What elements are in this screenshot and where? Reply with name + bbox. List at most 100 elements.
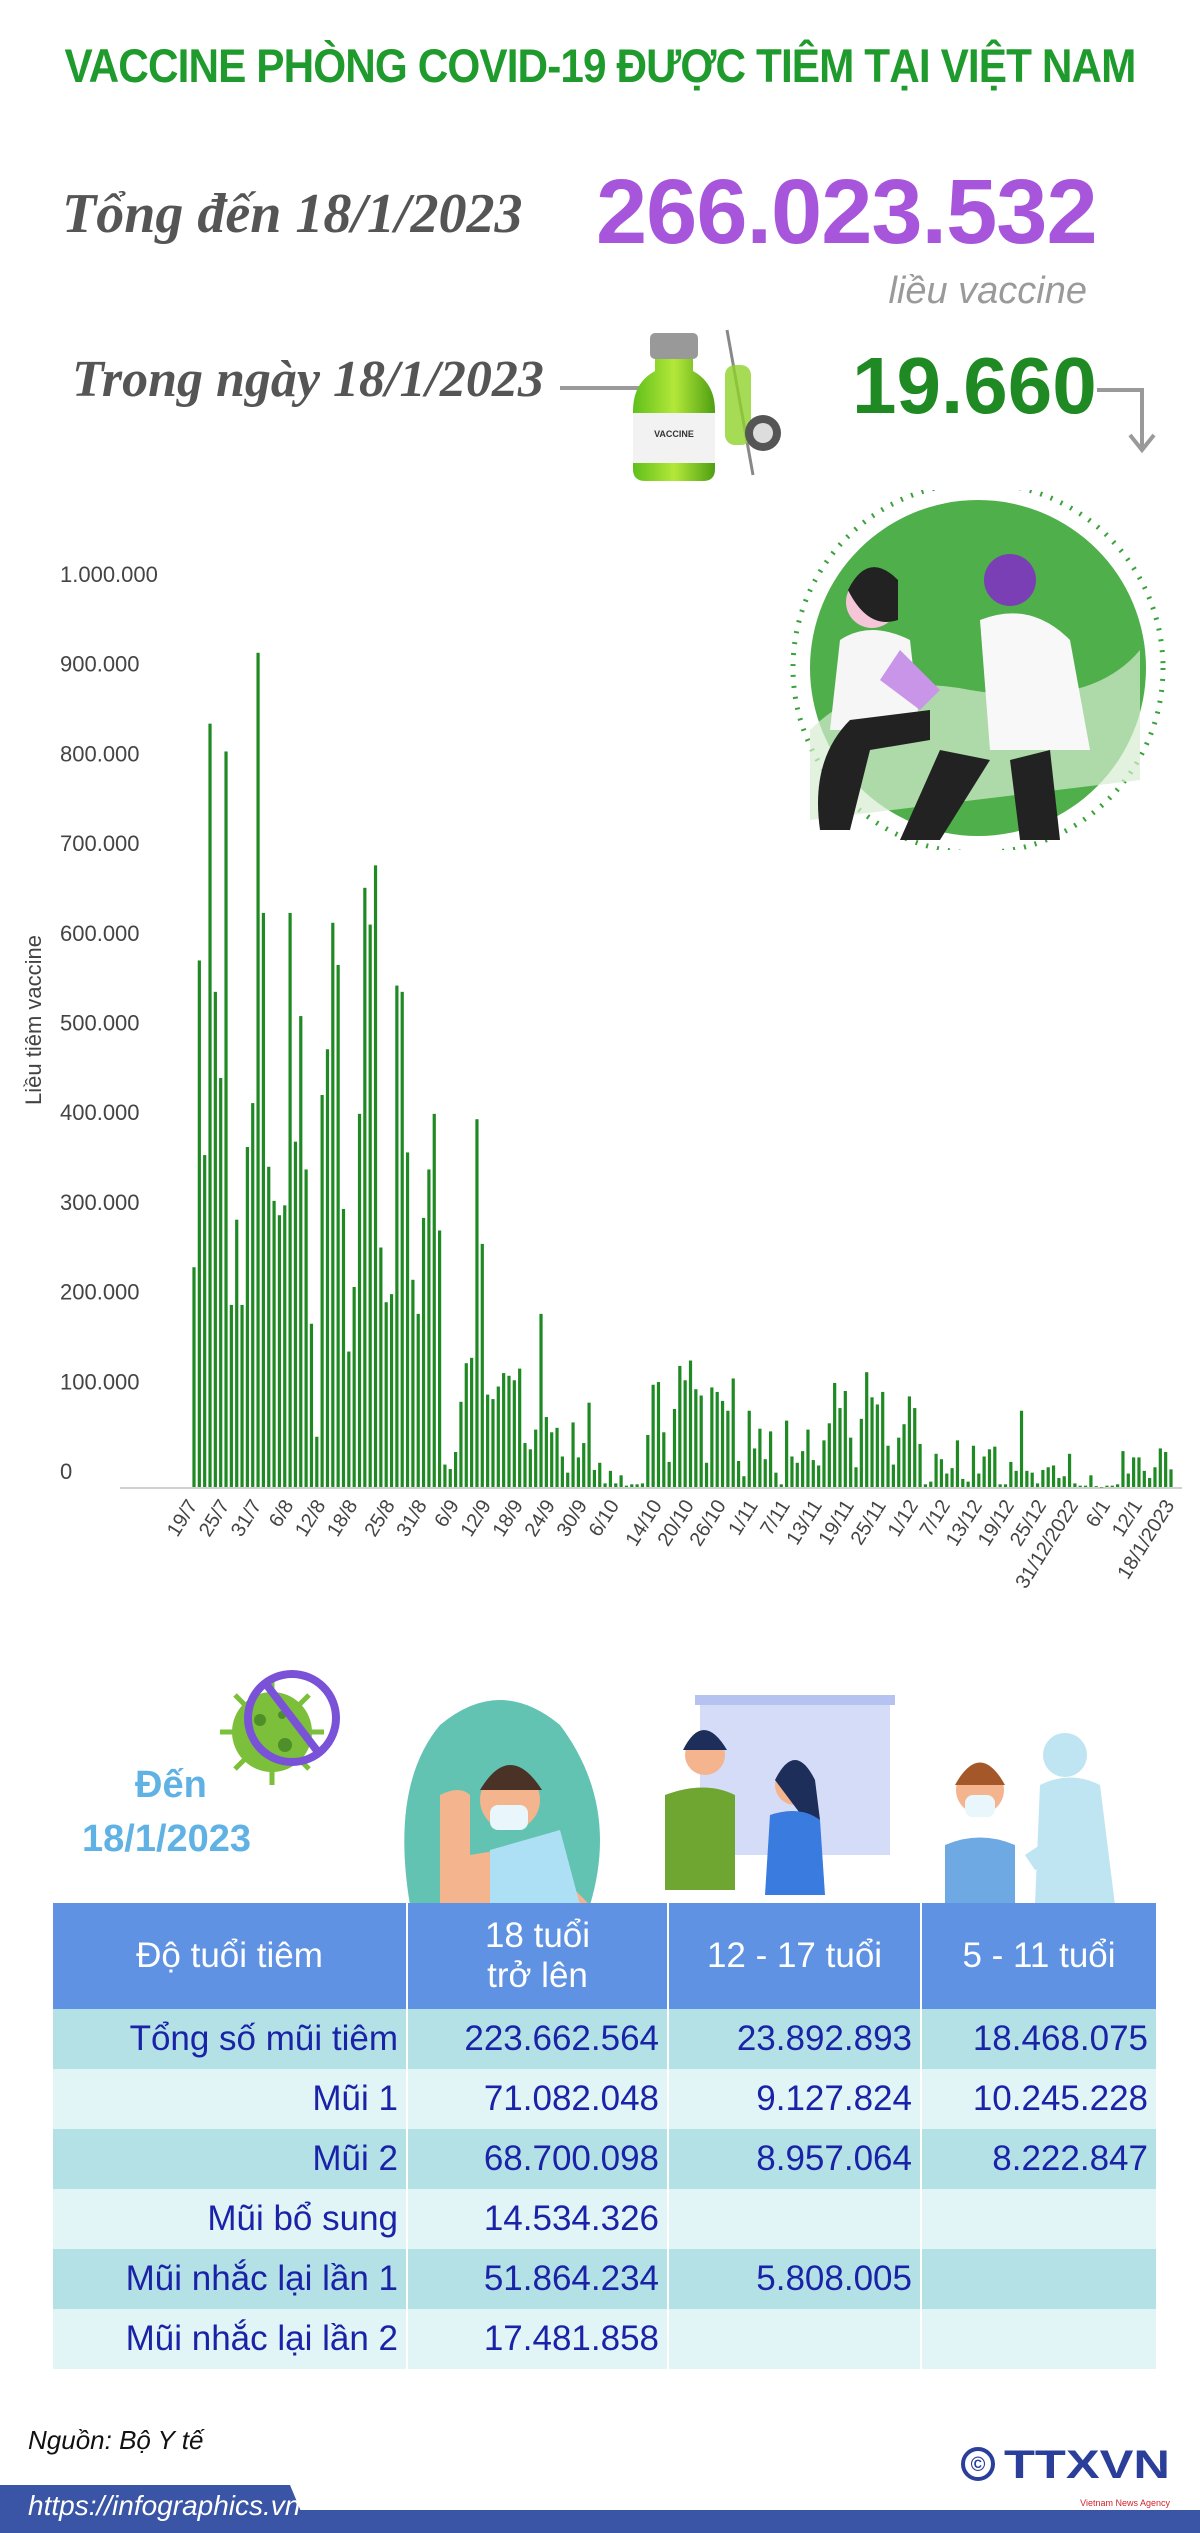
cell-value: 10.245.228 <box>921 2069 1156 2129</box>
bar <box>523 1443 527 1487</box>
bar <box>416 1313 420 1487</box>
cell-value <box>921 2309 1156 2369</box>
bar <box>261 912 266 1487</box>
y-tick-label: 700.000 <box>60 831 140 856</box>
cell-value: 223.662.564 <box>407 2009 669 2069</box>
bar <box>1057 1478 1061 1487</box>
bar <box>785 1420 789 1487</box>
website-link[interactable]: https://infographics.vn <box>28 2490 301 2521</box>
bar <box>224 751 228 1487</box>
bar <box>325 1049 330 1487</box>
copyright-symbol: © <box>971 2454 986 2476</box>
y-tick-label: 900.000 <box>60 652 140 677</box>
x-tick-label: 18/8 <box>323 1496 362 1541</box>
bar <box>801 1451 805 1487</box>
child-vaccinated-illustration <box>945 1733 1115 1905</box>
bar <box>790 1456 794 1487</box>
row-label: Mũi nhắc lại lần 2 <box>53 2309 408 2369</box>
bar <box>1025 1470 1029 1487</box>
bar <box>619 1475 623 1487</box>
logo-text: TTXVN <box>1004 2443 1170 2487</box>
cell-value: 71.082.048 <box>407 2069 669 2129</box>
bar <box>437 1230 442 1487</box>
vaccination-illustration <box>790 490 1166 850</box>
bar <box>1009 1461 1013 1487</box>
total-unit-label: liều vaccine <box>888 270 1087 312</box>
y-tick-label: 1.000.000 <box>60 562 158 587</box>
header-5-11: 5 - 11 tuổi <box>921 1903 1156 2009</box>
bar <box>582 1443 586 1487</box>
bar <box>1030 1472 1034 1487</box>
bar <box>427 1169 431 1487</box>
page-title: VACCINE PHÒNG COVID-19 ĐƯỢC TIÊM TẠI VIỆ… <box>64 39 1136 92</box>
bar <box>993 1446 997 1487</box>
bar <box>1067 1453 1072 1487</box>
bar <box>646 1434 650 1487</box>
bar <box>539 1313 543 1487</box>
bar <box>875 1404 879 1487</box>
bar <box>1158 1448 1162 1487</box>
bar <box>854 1467 858 1487</box>
bar <box>688 1360 693 1487</box>
x-tick-label: 19/7 <box>163 1496 202 1541</box>
cell-value <box>921 2189 1156 2249</box>
header-18-line1: 18 tuổi <box>484 1916 591 1955</box>
bar <box>955 1440 960 1487</box>
y-tick-label: 400.000 <box>60 1100 140 1125</box>
header-18-line2: trở lên <box>487 1956 588 1995</box>
bar <box>1148 1478 1152 1487</box>
table-header-row: Độ tuổi tiêm 18 tuổi trở lên 12 - 17 tuổi… <box>53 1903 1156 2009</box>
cell-value: 8.222.847 <box>921 2129 1156 2189</box>
cell-value: 9.127.824 <box>668 2069 922 2129</box>
bar <box>1105 1485 1109 1487</box>
bar <box>309 1323 314 1487</box>
bar <box>1019 1410 1024 1487</box>
bar <box>774 1472 778 1487</box>
cell-value: 5.808.005 <box>668 2249 922 2309</box>
bar <box>977 1473 981 1487</box>
cell-value <box>921 2249 1156 2309</box>
bar <box>742 1476 746 1487</box>
bar <box>726 1410 730 1487</box>
bar <box>1035 1483 1040 1487</box>
bar <box>838 1408 842 1487</box>
bar <box>966 1481 970 1487</box>
bar <box>939 1459 944 1487</box>
bar <box>293 1141 298 1487</box>
y-tick-label: 100.000 <box>60 1369 140 1394</box>
bar <box>1126 1473 1130 1487</box>
bar <box>352 1286 356 1487</box>
bar <box>363 887 367 1487</box>
bar <box>982 1456 986 1487</box>
bar <box>603 1483 607 1487</box>
daily-vaccination-bar-chart: 0 100.000 200.000 300.000 400.000 500.000 600.… <box>60 562 1182 1593</box>
y-tick-label: 200.000 <box>60 1280 140 1305</box>
bar <box>320 1095 324 1487</box>
virus-blocked-icon <box>220 1670 340 1785</box>
x-tick-label: 24/9 <box>521 1496 560 1541</box>
row-label: Tổng số mũi tiêm <box>53 2009 408 2069</box>
bar <box>630 1484 634 1487</box>
source-note: Nguồn: Bộ Y tế <box>28 2425 204 2455</box>
bar <box>1083 1485 1088 1487</box>
bar <box>1041 1469 1045 1487</box>
bar <box>614 1483 618 1487</box>
bar <box>1046 1467 1050 1487</box>
cell-value <box>668 2309 922 2369</box>
bar <box>704 1462 709 1487</box>
bar <box>987 1449 992 1487</box>
bar <box>656 1382 661 1487</box>
bar <box>560 1456 564 1487</box>
bar <box>203 1155 207 1487</box>
bar <box>592 1469 597 1487</box>
bar <box>865 1372 869 1487</box>
bar <box>213 991 217 1487</box>
bar <box>923 1484 928 1487</box>
table-row: Mũi 1 71.082.048 9.127.824 10.245.228 <box>53 2069 1156 2129</box>
bar <box>651 1384 655 1487</box>
x-tick-label: 1/12 <box>884 1496 923 1541</box>
total-label: Tổng đến 18/1/2023 <box>62 183 523 245</box>
ttxvn-logo: © TTXVN Vietnam News Agency <box>961 2443 1170 2508</box>
bar <box>379 1247 383 1487</box>
bar <box>459 1401 463 1487</box>
